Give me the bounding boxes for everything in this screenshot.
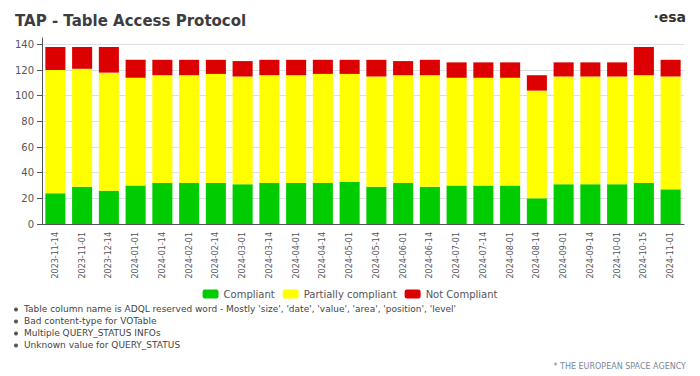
svg-text:2024-08-01: 2024-08-01: [506, 232, 515, 279]
svg-text:2024-05-01: 2024-05-01: [345, 232, 354, 279]
svg-text:120: 120: [15, 65, 34, 76]
svg-text:2024-06-01: 2024-06-01: [399, 232, 408, 279]
svg-text:40: 40: [21, 167, 34, 178]
svg-text:Table column name is ADQL rese: Table column name is ADQL reserved word …: [23, 304, 456, 314]
svg-text:TAP - Table Access Protocol: TAP - Table Access Protocol: [15, 12, 246, 30]
svg-text:Unknown value for QUERY_STATUS: Unknown value for QUERY_STATUS: [24, 340, 180, 350]
svg-text:2024-01-14: 2024-01-14: [158, 232, 167, 279]
svg-text:60: 60: [21, 142, 34, 153]
svg-text:0: 0: [28, 219, 34, 230]
svg-text:2024-08-14: 2024-08-14: [532, 232, 541, 279]
svg-text:2024-02-14: 2024-02-14: [211, 232, 220, 279]
svg-text:2024-07-14: 2024-07-14: [479, 232, 488, 279]
svg-text:2024-10-15: 2024-10-15: [639, 232, 648, 279]
svg-text:140: 140: [15, 39, 34, 50]
svg-text:80: 80: [21, 116, 34, 127]
svg-text:2024-09-01: 2024-09-01: [559, 232, 568, 279]
svg-text:20: 20: [21, 193, 34, 204]
svg-text:2024-05-14: 2024-05-14: [372, 232, 381, 279]
svg-text:100: 100: [15, 90, 34, 101]
svg-text:2024-01-01: 2024-01-01: [131, 232, 140, 279]
svg-text:Partially compliant: Partially compliant: [304, 289, 397, 300]
svg-text:* THE EUROPEAN SPACE AGENCY: * THE EUROPEAN SPACE AGENCY: [554, 362, 687, 371]
svg-text:2024-07-01: 2024-07-01: [452, 232, 461, 279]
svg-text:2024-02-01: 2024-02-01: [185, 232, 194, 279]
svg-text:2023-12-14: 2023-12-14: [104, 232, 113, 279]
svg-text:2024-11-01: 2024-11-01: [666, 232, 675, 279]
svg-text:Compliant: Compliant: [224, 289, 275, 300]
svg-text:Multiple QUERY_STATUS INFOs: Multiple QUERY_STATUS INFOs: [24, 328, 161, 338]
svg-text:·esa: ·esa: [653, 9, 686, 25]
svg-text:2024-03-14: 2024-03-14: [265, 232, 274, 279]
svg-text:2024-04-14: 2024-04-14: [318, 232, 327, 279]
svg-text:2023-11-14: 2023-11-14: [51, 232, 60, 279]
svg-text:2023-11-01: 2023-11-01: [78, 232, 87, 279]
svg-text:2024-03-01: 2024-03-01: [238, 232, 247, 279]
svg-text:Not Compliant: Not Compliant: [426, 289, 498, 300]
svg-text:2024-06-14: 2024-06-14: [425, 232, 434, 279]
svg-text:Bad content-type for VOTable: Bad content-type for VOTable: [24, 316, 157, 326]
svg-text:2024-09-14: 2024-09-14: [586, 232, 595, 279]
svg-text:2024-04-01: 2024-04-01: [292, 232, 301, 279]
svg-text:2024-10-01: 2024-10-01: [613, 232, 622, 279]
